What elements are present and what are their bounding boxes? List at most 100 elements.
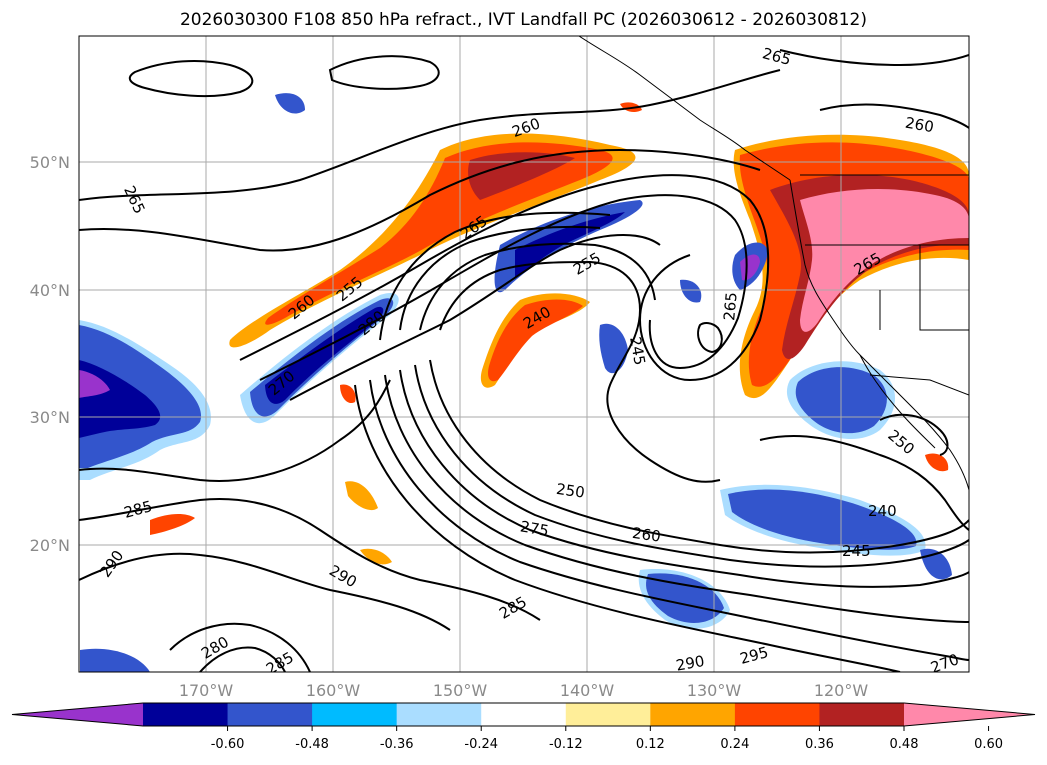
contour-line [379, 211, 611, 341]
colorbar-segment [565, 703, 651, 726]
contour-line [879, 413, 949, 456]
contour-label: 245 [626, 335, 649, 366]
colorbar-segment [143, 703, 229, 726]
lat-label: 20°N [30, 536, 70, 555]
lon-label: 170°W [179, 681, 234, 700]
contour-line [779, 49, 969, 67]
lat-label: 50°N [30, 153, 70, 172]
colorbar-tick-label: -0.36 [380, 737, 414, 752]
fill-region-red [925, 453, 949, 472]
fill-region-blue [599, 323, 628, 374]
contour-line [419, 242, 656, 331]
lon-label: 150°W [433, 681, 488, 700]
fill-region-orange [360, 548, 392, 565]
fill-region-red [340, 384, 356, 404]
colorbar-segment [650, 703, 736, 726]
contour-label: 250 [555, 480, 586, 502]
contour-line [399, 369, 969, 588]
colorbar-segment [227, 703, 313, 726]
contour-line [354, 384, 901, 672]
mexico-border [869, 374, 969, 396]
fill-region-blue [680, 279, 702, 303]
positive-anomaly-fills [150, 102, 969, 565]
contour-label: 240 [868, 502, 897, 520]
contour-line [259, 194, 748, 381]
colorbar-segment [481, 703, 567, 726]
contour-label: 275 [519, 517, 550, 540]
contour-line [369, 379, 969, 661]
lon-label: 130°W [687, 681, 742, 700]
colorbar-tick-label: 0.60 [974, 737, 1003, 752]
fill-region-orange [345, 481, 378, 511]
colorbar-tick-label: 0.48 [890, 737, 919, 752]
longitude-labels: 170°W 160°W 150°W 140°W 130°W 120°W [179, 681, 869, 700]
fill-region-red [265, 142, 613, 325]
colorbar-tick-label: 0.36 [805, 737, 834, 752]
colorbar-tick-label: 0.12 [636, 737, 665, 752]
contour-line [79, 69, 781, 201]
fill-region-navy [265, 306, 384, 404]
fill-region-purple [79, 370, 110, 398]
fill-region-blue [80, 648, 150, 672]
colorbar-tick-label: -0.48 [295, 737, 329, 752]
contour-line [79, 498, 541, 621]
contour-line [384, 374, 969, 623]
negative-anomaly-fills [79, 93, 952, 672]
west-coast [789, 179, 969, 491]
lon-label: 120°W [814, 681, 869, 700]
map-title: 2026030300 F108 850 hPa refract., IVT La… [179, 10, 867, 30]
contour-label: 245 [842, 542, 871, 560]
contour-line [414, 364, 969, 568]
map-frame [78, 35, 970, 673]
contour-line [289, 233, 661, 401]
contour-line [128, 59, 254, 98]
lat-label: 30°N [30, 408, 70, 427]
contour-line [439, 260, 721, 483]
lon-label: 140°W [560, 681, 615, 700]
colorbar-tick-label: -0.60 [211, 737, 245, 752]
colorbar: -0.60 -0.48 -0.36 -0.24 -0.12 0.12 0.24 0.36 0.4… [11, 702, 1036, 752]
contour-label: 265 [720, 291, 740, 321]
fill-region-red [150, 514, 195, 535]
latitude-labels: 50°N 40°N 30°N 20°N [30, 153, 70, 555]
contour-line [79, 552, 451, 631]
contour-line [169, 622, 311, 672]
fill-region-blue [275, 93, 305, 114]
colorbar-outline [11, 702, 1036, 727]
lon-label: 160°W [306, 681, 361, 700]
colorbar-extend-low [12, 703, 143, 726]
colorbar-segment [396, 703, 482, 726]
contour-line [819, 103, 969, 129]
contour-line [239, 174, 770, 382]
colorbar-tick-label: -0.24 [464, 737, 498, 752]
colorbar-segment [312, 703, 398, 726]
contour-line [328, 55, 440, 90]
lat-label: 40°N [30, 281, 70, 300]
fill-region-blue [646, 573, 724, 623]
colorbar-tick-label: -0.12 [549, 737, 583, 752]
contour-line [759, 435, 969, 531]
fill-region-blue [728, 489, 917, 550]
contour-line [79, 148, 761, 252]
contour-lines [79, 49, 969, 672]
fill-region-purple [740, 254, 760, 281]
contour-line [399, 225, 601, 331]
colorbar-segment [734, 703, 820, 726]
colorbar-segment [819, 703, 905, 726]
contour-line [79, 379, 391, 482]
contour-line [429, 359, 969, 554]
state-border-3 [919, 245, 969, 331]
coastlines [578, 36, 969, 491]
colorbar-extend-high [904, 703, 1035, 726]
contour-label: 260 [904, 114, 935, 137]
contour-line [199, 646, 286, 672]
fill-region-pink [800, 188, 969, 332]
baja-coast [859, 354, 936, 449]
contour-label: 290 [675, 652, 706, 675]
contour-label: 260 [631, 524, 662, 546]
fill-region-darkred [468, 152, 575, 200]
fill-region-red [488, 299, 583, 382]
contour-line [697, 322, 723, 354]
alaska-coast [578, 36, 791, 181]
